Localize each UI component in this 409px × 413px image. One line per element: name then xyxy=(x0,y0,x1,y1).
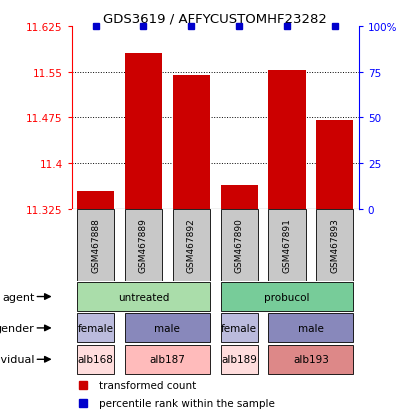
Text: GSM467892: GSM467892 xyxy=(187,218,196,273)
Bar xyxy=(220,345,257,374)
Text: female: female xyxy=(220,323,256,333)
Text: male: male xyxy=(297,323,323,333)
Bar xyxy=(77,282,209,311)
Bar xyxy=(77,345,114,374)
Title: GDS3619 / AFFYCUSTOMHF23282: GDS3619 / AFFYCUSTOMHF23282 xyxy=(103,13,326,26)
Bar xyxy=(124,54,162,209)
Text: untreated: untreated xyxy=(117,292,169,302)
Bar xyxy=(220,209,257,281)
Bar xyxy=(172,76,209,209)
Bar xyxy=(220,185,257,209)
Text: transformed count: transformed count xyxy=(99,380,196,390)
Text: female: female xyxy=(77,323,113,333)
Text: GSM467891: GSM467891 xyxy=(282,218,291,273)
Text: alb193: alb193 xyxy=(292,354,328,364)
Bar xyxy=(315,209,353,281)
Text: GSM467888: GSM467888 xyxy=(91,218,100,273)
Text: alb189: alb189 xyxy=(221,354,256,364)
Text: individual: individual xyxy=(0,354,34,364)
Bar xyxy=(124,314,209,342)
Bar xyxy=(267,71,305,209)
Bar xyxy=(124,209,162,281)
Bar xyxy=(267,209,305,281)
Bar xyxy=(220,282,353,311)
Text: probucol: probucol xyxy=(264,292,309,302)
Bar xyxy=(267,345,353,374)
Bar xyxy=(77,209,114,281)
Text: gender: gender xyxy=(0,323,34,333)
Text: agent: agent xyxy=(2,292,34,302)
Text: percentile rank within the sample: percentile rank within the sample xyxy=(99,398,274,408)
Bar xyxy=(124,345,209,374)
Bar xyxy=(77,314,114,342)
Bar xyxy=(172,209,209,281)
Bar xyxy=(315,121,353,209)
Text: alb168: alb168 xyxy=(78,354,113,364)
Text: GSM467889: GSM467889 xyxy=(139,218,148,273)
Text: GSM467893: GSM467893 xyxy=(330,218,339,273)
Bar xyxy=(267,314,353,342)
Bar xyxy=(220,314,257,342)
Bar xyxy=(77,191,114,209)
Text: male: male xyxy=(154,323,180,333)
Text: GSM467890: GSM467890 xyxy=(234,218,243,273)
Text: alb187: alb187 xyxy=(149,354,185,364)
